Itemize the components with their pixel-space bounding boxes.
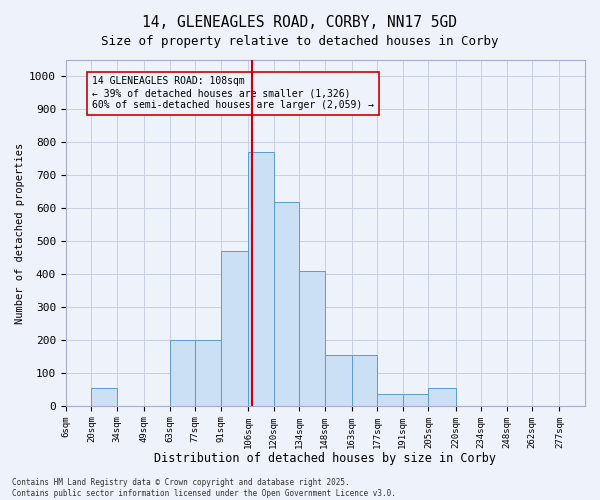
Text: Contains HM Land Registry data © Crown copyright and database right 2025.
Contai: Contains HM Land Registry data © Crown c… (12, 478, 396, 498)
Bar (377, 394, 403, 406)
X-axis label: Distribution of detached houses by size in Corby: Distribution of detached houses by size … (154, 452, 496, 465)
Text: Size of property relative to detached houses in Corby: Size of property relative to detached ho… (101, 35, 499, 48)
Bar (299, 271, 325, 406)
Y-axis label: Number of detached properties: Number of detached properties (15, 142, 25, 324)
Bar (403, 394, 428, 406)
Bar (195, 340, 221, 406)
Bar (274, 202, 299, 406)
Bar (248, 152, 274, 406)
Bar (170, 340, 195, 406)
Text: 14 GLENEAGLES ROAD: 108sqm
← 39% of detached houses are smaller (1,326)
60% of s: 14 GLENEAGLES ROAD: 108sqm ← 39% of deta… (92, 76, 374, 110)
Bar (91, 388, 117, 406)
Bar (325, 355, 352, 406)
Bar (352, 355, 377, 406)
Text: 14, GLENEAGLES ROAD, CORBY, NN17 5GD: 14, GLENEAGLES ROAD, CORBY, NN17 5GD (143, 15, 458, 30)
Bar (428, 388, 455, 406)
Bar (221, 251, 248, 406)
